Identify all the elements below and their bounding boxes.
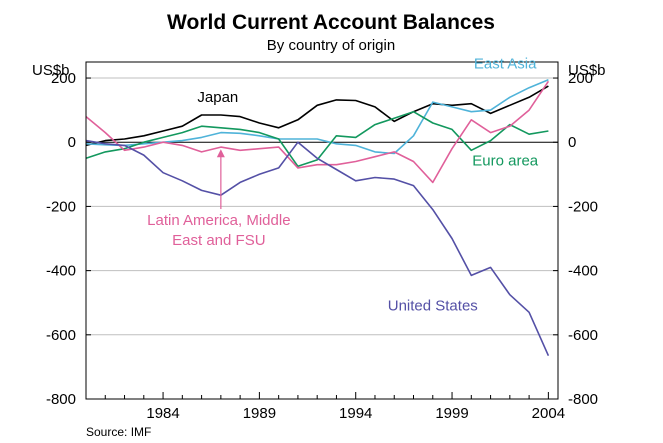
x-tick-label: 2004 xyxy=(532,405,565,422)
y-tick-label-left: 0 xyxy=(68,134,76,151)
series-labels: Latin America, Middle East and FSU Japan Ea… xyxy=(147,55,539,314)
chart-title: World Current Account Balances xyxy=(167,11,495,34)
x-tick-label: 1994 xyxy=(339,405,372,422)
y-tick-label-left: -400 xyxy=(46,263,76,280)
series-line-united-states xyxy=(85,139,550,357)
annotation-arrow-head xyxy=(216,149,225,158)
x-tick-label: 1989 xyxy=(243,405,276,422)
y-tick-label-right: -600 xyxy=(568,327,598,344)
series-label-east-asia: East Asia xyxy=(474,55,537,72)
y-tick-label-right: -800 xyxy=(568,391,598,408)
y-tick-label-left: 200 xyxy=(51,70,76,87)
series-line-latin-america-middle-east-and-fsu xyxy=(85,80,550,184)
series-label-latin-america-middle-east-and-fsu: Latin America, Middle East and FSU xyxy=(147,212,290,249)
left-axis-unit: US$b xyxy=(32,62,70,79)
y-tick-label-right: -400 xyxy=(568,263,598,280)
series-line-japan xyxy=(85,85,549,147)
x-tick-label: 1984 xyxy=(146,405,179,422)
axis-ticks: 200 200 0 0 -200 -200 -400 -400 -600 -600 -800 -800… xyxy=(46,70,598,422)
x-tick-label: 1999 xyxy=(435,405,468,422)
y-tick-label-right: 200 xyxy=(568,70,593,87)
gridlines xyxy=(86,77,558,336)
series-label-united-states: United States xyxy=(388,298,478,315)
y-tick-label-right: -200 xyxy=(568,198,598,215)
plot-frame xyxy=(85,61,559,400)
y-tick-label-left: -800 xyxy=(46,391,76,408)
right-axis-unit: US$b xyxy=(568,62,606,79)
series-line-euro-area xyxy=(85,110,549,168)
y-tick-label-left: -200 xyxy=(46,198,76,215)
source-note: Source: IMF xyxy=(86,425,151,439)
y-tick-label-left: -600 xyxy=(46,327,76,344)
series-label-euro-area: Euro area xyxy=(472,152,539,169)
chart-subtitle: By country of origin xyxy=(267,37,395,54)
series-lines xyxy=(85,78,550,357)
y-tick-label-right: 0 xyxy=(568,134,576,151)
series-label-japan: Japan xyxy=(197,89,238,106)
